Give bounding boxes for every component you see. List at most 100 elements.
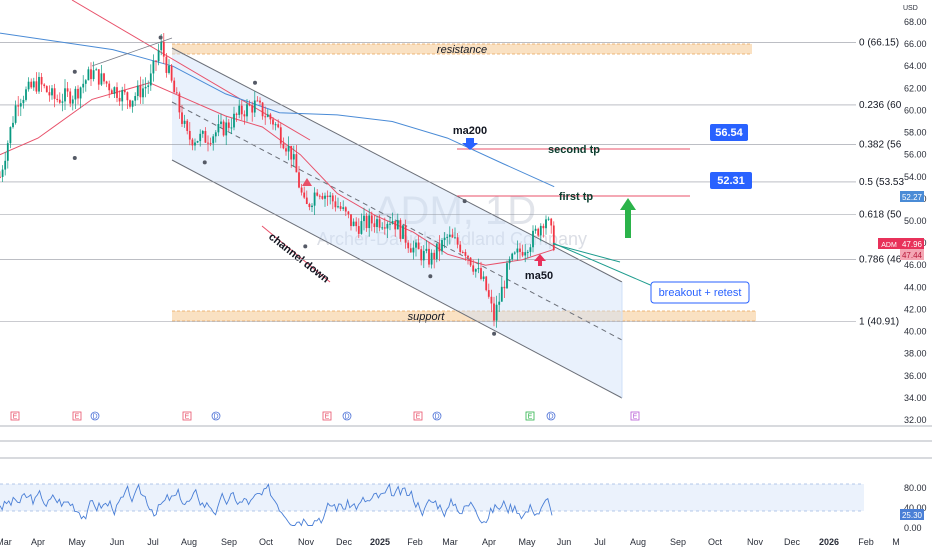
- candle-body: [508, 259, 511, 264]
- candle-body: [142, 88, 144, 98]
- price-candles[interactable]: [0, 33, 555, 328]
- candle-body: [30, 81, 33, 88]
- time-tick: Jul: [147, 537, 159, 547]
- dividend-event-icon[interactable]: [546, 411, 556, 421]
- candle-body: [95, 69, 98, 71]
- candle-body: [71, 99, 74, 104]
- time-axis[interactable]: Mar Apr May Jun Jul Aug Sep Oct Nov Dec 2025 Feb Mar…: [0, 537, 900, 547]
- fib-label: 0.786 (46: [859, 255, 902, 266]
- candle-body: [274, 124, 277, 126]
- earnings-event-icon[interactable]: [182, 411, 192, 421]
- candle-body: [110, 90, 113, 94]
- candle-body: [191, 139, 194, 146]
- fibonacci-levels[interactable]: 0 (66.15) 0.236 (60 0.382 (56 0.5 (53.53 0.6…: [0, 37, 904, 327]
- candle-body: [464, 251, 467, 256]
- candle-body: [100, 73, 103, 85]
- dividend-event-icon[interactable]: [432, 411, 442, 421]
- candle-body: [532, 230, 534, 248]
- candle-body: [82, 83, 85, 88]
- ma200-line[interactable]: [0, 32, 555, 188]
- oscillator-tick: 0.00: [904, 523, 922, 533]
- candle-body: [381, 227, 384, 229]
- pivot-dot: [158, 35, 163, 40]
- candle-body: [347, 211, 350, 215]
- candle-body: [308, 203, 311, 208]
- time-tick: Sep: [670, 537, 686, 547]
- earnings-event-icon[interactable]: [10, 411, 20, 421]
- candle-body: [222, 121, 225, 136]
- candle-body: [92, 70, 95, 80]
- oscillator-line[interactable]: [0, 482, 553, 527]
- dividend-event-icon[interactable]: [342, 411, 352, 421]
- candle-body: [248, 104, 251, 106]
- candle-body: [409, 248, 412, 253]
- candle-body: [51, 88, 53, 96]
- breakout-box[interactable]: [650, 281, 750, 304]
- support-label: support: [408, 311, 446, 323]
- candle-body: [48, 92, 51, 96]
- support-zone[interactable]: [172, 311, 756, 321]
- price-tick: 40.00: [904, 327, 927, 337]
- candle-body: [17, 105, 20, 107]
- up-arrow-icon: [620, 198, 636, 238]
- candle-body: [66, 88, 69, 92]
- price-tick: 66.00: [904, 39, 927, 49]
- candle-body: [516, 248, 519, 253]
- candle-body: [422, 250, 425, 261]
- dividend-event-icon[interactable]: [90, 411, 100, 421]
- candle-body: [534, 228, 537, 231]
- main-pane[interactable]: [0, 0, 864, 426]
- time-tick: Nov: [747, 537, 764, 547]
- candle-body: [251, 105, 254, 113]
- pivot-dot: [462, 199, 467, 204]
- channel-lower-line[interactable]: [171, 159, 623, 399]
- pivot-points: [72, 35, 497, 336]
- candle-body: [4, 160, 7, 170]
- earnings-event-icon[interactable]: [322, 411, 332, 421]
- earnings-event-icon[interactable]: [630, 411, 640, 421]
- candle-body: [103, 73, 105, 82]
- candle-body: [1, 169, 4, 177]
- earnings-event-icon[interactable]: [72, 411, 82, 421]
- candle-body: [259, 100, 261, 103]
- resistance-zone[interactable]: [172, 44, 752, 54]
- candle-body: [487, 290, 490, 297]
- candle-body: [69, 91, 72, 104]
- earnings-event-icon[interactable]: [525, 411, 535, 421]
- candle-body: [264, 116, 267, 118]
- channel-upper-line[interactable]: [171, 47, 623, 283]
- price-axis[interactable]: 68.00 66.00 64.00 62.00 60.00 58.00 56.00 54.00…: [904, 17, 927, 425]
- candle-body: [279, 127, 282, 144]
- dividend-event-icon[interactable]: [211, 411, 221, 421]
- time-tick: Oct: [259, 537, 274, 547]
- candle-body: [545, 219, 547, 229]
- time-tick: Dec: [784, 537, 801, 547]
- candle-body: [53, 88, 56, 99]
- second-tp-callout[interactable]: 56.54: [706, 124, 748, 149]
- candle-body: [311, 205, 313, 208]
- candle-body: [368, 215, 371, 229]
- first-tp-callout[interactable]: 52.31: [706, 172, 752, 196]
- currency-label: USD: [903, 5, 918, 12]
- candle-body: [399, 220, 402, 239]
- candle-body: [482, 276, 485, 279]
- candle-body: [240, 105, 243, 115]
- candle-body: [121, 90, 124, 102]
- breakout-pointer: [552, 242, 656, 288]
- candle-body: [363, 215, 365, 222]
- earnings-event-icon[interactable]: [413, 411, 423, 421]
- candle-body: [477, 268, 480, 270]
- fib-label: 1 (40.91): [859, 316, 899, 327]
- breakout-label: breakout + retest: [659, 287, 742, 299]
- candle-body: [513, 252, 516, 254]
- candle-body: [337, 206, 339, 208]
- price-tick: 60.00: [904, 105, 927, 115]
- candle-body: [339, 206, 342, 209]
- time-tick: Apr: [31, 537, 45, 547]
- candle-body: [394, 221, 397, 230]
- candle-body: [285, 148, 287, 152]
- candle-body: [500, 286, 503, 302]
- candle-body: [116, 87, 118, 98]
